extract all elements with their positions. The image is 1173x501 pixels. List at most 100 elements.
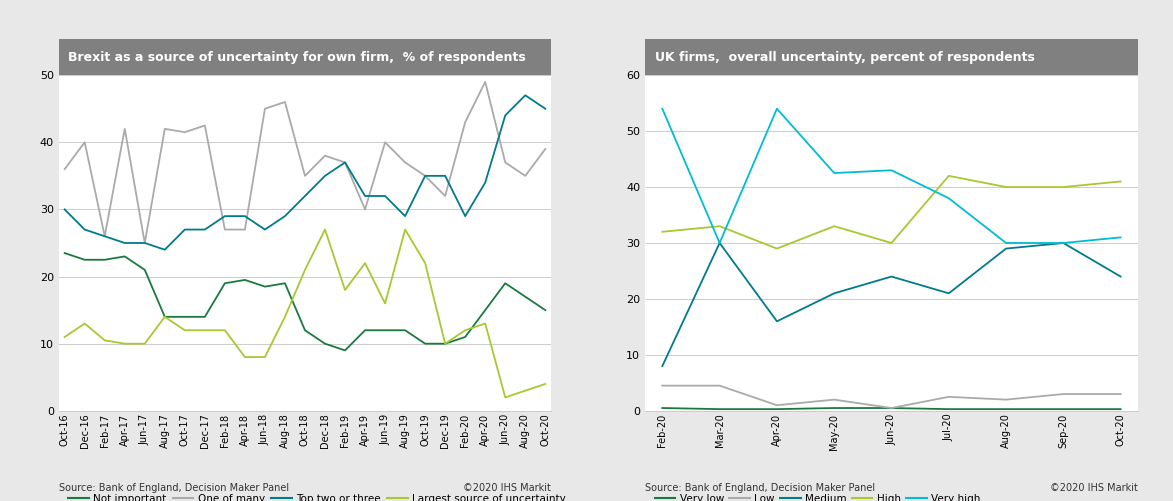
High <box>999 184 1013 190</box>
One of many <box>358 206 372 212</box>
One of many <box>338 159 352 165</box>
Top two or three <box>499 112 513 118</box>
One of many <box>318 153 332 159</box>
Medium <box>656 363 670 369</box>
Very high <box>1113 234 1127 240</box>
Line: Very low: Very low <box>663 408 1120 409</box>
Very high <box>1057 240 1071 246</box>
One of many <box>57 166 72 172</box>
Not important <box>258 284 272 290</box>
Largest source of uncertainty <box>218 327 232 333</box>
One of many <box>218 226 232 232</box>
Low <box>999 397 1013 403</box>
High <box>827 223 841 229</box>
High <box>1113 178 1127 184</box>
Not important <box>117 254 131 260</box>
Very low <box>1057 406 1071 412</box>
Top two or three <box>398 213 412 219</box>
Top two or three <box>418 173 432 179</box>
Largest source of uncertainty <box>479 321 493 327</box>
Medium <box>884 274 899 280</box>
Top two or three <box>338 159 352 165</box>
Low <box>1113 391 1127 397</box>
Very high <box>769 106 784 112</box>
Not important <box>137 267 151 273</box>
Largest source of uncertainty <box>258 354 272 360</box>
Text: ©2020 IHS Markit: ©2020 IHS Markit <box>463 483 551 493</box>
Text: Brexit as a source of uncertainty for own firm,  % of respondents: Brexit as a source of uncertainty for ow… <box>68 51 526 64</box>
High <box>656 229 670 235</box>
Very high <box>827 170 841 176</box>
Very low <box>712 406 726 412</box>
Very low <box>884 405 899 411</box>
Not important <box>218 280 232 286</box>
Not important <box>178 314 192 320</box>
Low <box>769 402 784 408</box>
Medium <box>1057 240 1071 246</box>
Not important <box>298 327 312 333</box>
One of many <box>157 126 171 132</box>
One of many <box>238 226 252 232</box>
Largest source of uncertainty <box>358 260 372 266</box>
Very low <box>769 406 784 412</box>
Largest source of uncertainty <box>157 314 171 320</box>
Largest source of uncertainty <box>398 226 412 232</box>
Top two or three <box>57 206 72 212</box>
Largest source of uncertainty <box>137 341 151 347</box>
Low <box>942 394 956 400</box>
Line: Very high: Very high <box>663 109 1120 243</box>
Very high <box>884 167 899 173</box>
Not important <box>479 307 493 313</box>
Not important <box>198 314 212 320</box>
One of many <box>479 79 493 85</box>
Largest source of uncertainty <box>318 226 332 232</box>
Largest source of uncertainty <box>499 394 513 400</box>
Top two or three <box>518 92 533 98</box>
Very low <box>656 405 670 411</box>
Top two or three <box>538 106 552 112</box>
Very high <box>942 195 956 201</box>
Not important <box>538 307 552 313</box>
Low <box>827 397 841 403</box>
Not important <box>97 257 111 263</box>
Top two or three <box>97 233 111 239</box>
Top two or three <box>258 226 272 232</box>
High <box>942 173 956 179</box>
One of many <box>378 139 392 145</box>
High <box>1057 184 1071 190</box>
One of many <box>499 159 513 165</box>
Text: UK firms,  overall uncertainty, percent of respondents: UK firms, overall uncertainty, percent o… <box>655 51 1035 64</box>
Largest source of uncertainty <box>538 381 552 387</box>
Text: ©2020 IHS Markit: ©2020 IHS Markit <box>1050 483 1138 493</box>
Top two or three <box>358 193 372 199</box>
Line: High: High <box>663 176 1120 248</box>
Not important <box>518 294 533 300</box>
Legend: Very low, Low, Medium, High, Very high: Very low, Low, Medium, High, Very high <box>650 490 984 501</box>
High <box>884 240 899 246</box>
Medium <box>827 291 841 297</box>
Top two or three <box>439 173 453 179</box>
One of many <box>439 193 453 199</box>
Not important <box>77 257 91 263</box>
Top two or three <box>137 240 151 246</box>
One of many <box>278 99 292 105</box>
Not important <box>398 327 412 333</box>
Very low <box>942 406 956 412</box>
Largest source of uncertainty <box>439 341 453 347</box>
One of many <box>77 139 91 145</box>
Largest source of uncertainty <box>459 327 473 333</box>
Low <box>884 405 899 411</box>
Very low <box>1113 406 1127 412</box>
Text: Source: Bank of England, Decision Maker Panel: Source: Bank of England, Decision Maker … <box>59 483 289 493</box>
Line: Top two or three: Top two or three <box>65 95 545 249</box>
One of many <box>117 126 131 132</box>
Top two or three <box>238 213 252 219</box>
Not important <box>499 280 513 286</box>
High <box>712 223 726 229</box>
Medium <box>999 245 1013 252</box>
Largest source of uncertainty <box>77 321 91 327</box>
One of many <box>518 173 533 179</box>
Legend: Not important, One of many, Top two or three, Largest source of uncertainty: Not important, One of many, Top two or t… <box>63 490 570 501</box>
Top two or three <box>77 226 91 232</box>
Not important <box>459 334 473 340</box>
